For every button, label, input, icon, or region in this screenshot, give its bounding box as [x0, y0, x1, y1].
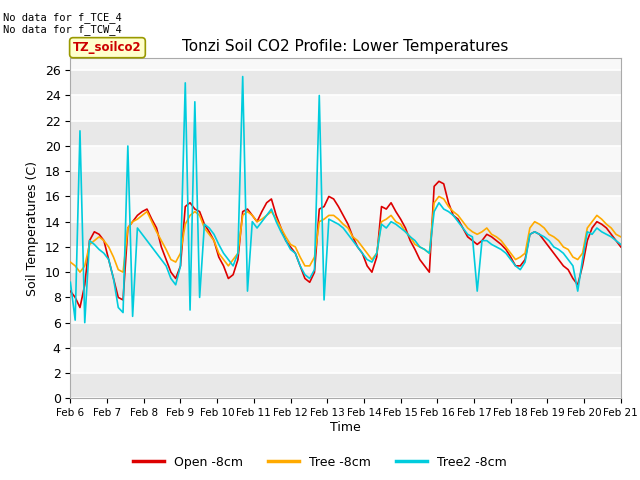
- Bar: [70, 96, 621, 120]
- Bar: [70, 70, 621, 96]
- Bar: [70, 373, 621, 398]
- Bar: [70, 247, 621, 272]
- Bar: [70, 323, 621, 348]
- Bar: [70, 222, 621, 247]
- Bar: [70, 348, 621, 373]
- Bar: [70, 120, 621, 146]
- Text: No data for f_TCE_4
No data for f_TCW_4: No data for f_TCE_4 No data for f_TCW_4: [3, 12, 122, 36]
- Bar: [70, 196, 621, 222]
- Bar: [70, 298, 621, 323]
- Y-axis label: Soil Temperatures (C): Soil Temperatures (C): [26, 160, 39, 296]
- Bar: [70, 146, 621, 171]
- X-axis label: Time: Time: [330, 421, 361, 434]
- Legend: Open -8cm, Tree -8cm, Tree2 -8cm: Open -8cm, Tree -8cm, Tree2 -8cm: [128, 451, 512, 474]
- Bar: [70, 45, 621, 70]
- Title: Tonzi Soil CO2 Profile: Lower Temperatures: Tonzi Soil CO2 Profile: Lower Temperatur…: [182, 39, 509, 54]
- Bar: [70, 272, 621, 298]
- Text: TZ_soilco2: TZ_soilco2: [73, 41, 142, 54]
- Bar: [70, 171, 621, 196]
